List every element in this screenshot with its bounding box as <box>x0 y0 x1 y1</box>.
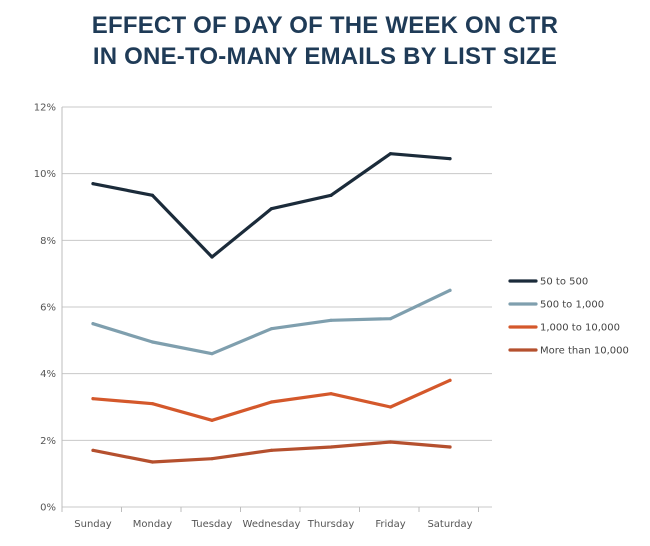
series-line <box>91 440 452 464</box>
data-point <box>388 152 393 156</box>
data-point <box>448 157 452 161</box>
data-point <box>210 418 214 422</box>
data-point <box>269 207 274 211</box>
data-point <box>329 445 333 449</box>
data-point <box>448 445 452 449</box>
data-point <box>448 378 452 382</box>
series-lines <box>91 152 452 464</box>
legend-label: More than 10,000 <box>540 346 629 357</box>
x-axis-ticks: Sunday Monday Tuesday Wednesday Thursday Frid… <box>61 507 479 530</box>
data-point <box>91 397 95 401</box>
data-point <box>210 255 214 259</box>
y-tick-label: 0% <box>40 503 56 514</box>
data-point <box>269 327 274 331</box>
data-point <box>91 448 95 452</box>
data-point <box>388 405 393 409</box>
series-line <box>91 288 452 356</box>
data-point <box>269 448 274 452</box>
grid-lines <box>61 106 492 508</box>
y-tick-label: 10% <box>34 169 56 180</box>
x-tick-label: Saturday <box>427 519 472 530</box>
data-point <box>388 440 393 444</box>
x-tick-label: Sunday <box>74 519 111 530</box>
series-line <box>91 378 452 422</box>
data-point <box>269 400 274 404</box>
data-point <box>329 318 333 322</box>
legend-label: 50 to 500 <box>540 277 588 288</box>
chart-title-line-1: EFFECT OF DAY OF THE WEEK ON CTR <box>91 12 559 39</box>
data-point <box>150 193 155 197</box>
x-tick-label: Thursday <box>307 519 355 530</box>
data-point <box>150 340 155 344</box>
y-tick-label: 6% <box>40 303 56 314</box>
chart-title: EFFECT OF DAY OF THE WEEK ON CTR IN ONE-… <box>0 10 650 72</box>
x-tick-label: Monday <box>133 519 173 530</box>
x-tick-label: Friday <box>375 519 405 530</box>
y-axis-ticks: 0% 2% 4% 6% 8% 10% 12% <box>34 103 56 514</box>
legend-label: 1,000 to 10,000 <box>540 323 620 334</box>
legend: 50 to 500 500 to 1,000 1,000 to 10,000 More… <box>508 277 629 357</box>
chart-title-line-2: IN ONE-TO-MANY EMAILS BY LIST SIZE <box>92 43 558 70</box>
data-point <box>91 182 95 186</box>
data-point <box>91 322 95 326</box>
y-tick-label: 2% <box>40 436 56 447</box>
y-tick-label: 4% <box>40 369 56 380</box>
data-point <box>329 392 333 396</box>
data-point <box>150 402 155 406</box>
y-tick-label: 8% <box>40 236 56 247</box>
legend-label: 500 to 1,000 <box>540 300 604 311</box>
data-point <box>448 288 452 292</box>
data-point <box>210 352 214 356</box>
series-line <box>91 152 452 259</box>
data-point <box>150 460 155 464</box>
data-point <box>388 317 393 321</box>
data-point <box>329 193 333 197</box>
x-tick-label: Tuesday <box>191 519 233 530</box>
x-tick-label: Wednesday <box>243 519 301 530</box>
data-point <box>210 457 214 461</box>
y-tick-label: 12% <box>34 103 56 114</box>
